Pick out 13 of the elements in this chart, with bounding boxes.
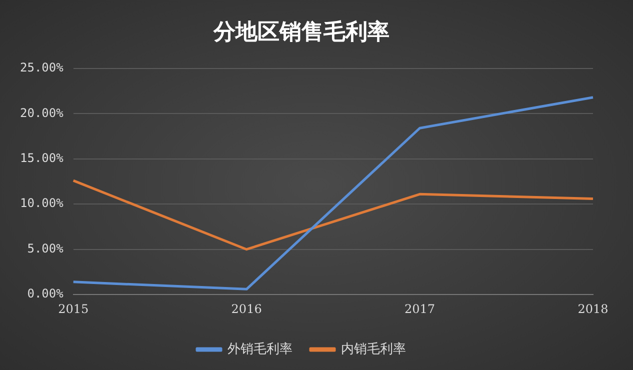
legend-label: 内销毛利率 [341,340,406,357]
y-tick-label: 10.00% [20,196,64,210]
y-tick-label: 0.00% [27,286,64,301]
y-tick-label: 5.00% [27,241,64,256]
y-tick-label: 25.00% [20,60,64,75]
x-tick-label: 2016 [231,302,262,316]
y-tick-label: 20.00% [20,106,64,120]
x-tick-label: 2018 [578,302,608,316]
x-tick-label: 2017 [404,302,436,316]
x-tick-label: 2015 [58,302,89,316]
legend-label: 外销毛利率 [228,340,292,357]
chart-title: 分地区销售毛利率 [212,18,390,45]
y-tick-label: 15.00% [20,151,64,166]
